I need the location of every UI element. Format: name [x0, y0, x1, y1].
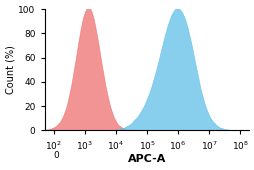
Text: 0: 0 — [53, 151, 58, 160]
Y-axis label: Count (%): Count (%) — [6, 45, 15, 94]
X-axis label: APC-A: APC-A — [127, 154, 166, 164]
